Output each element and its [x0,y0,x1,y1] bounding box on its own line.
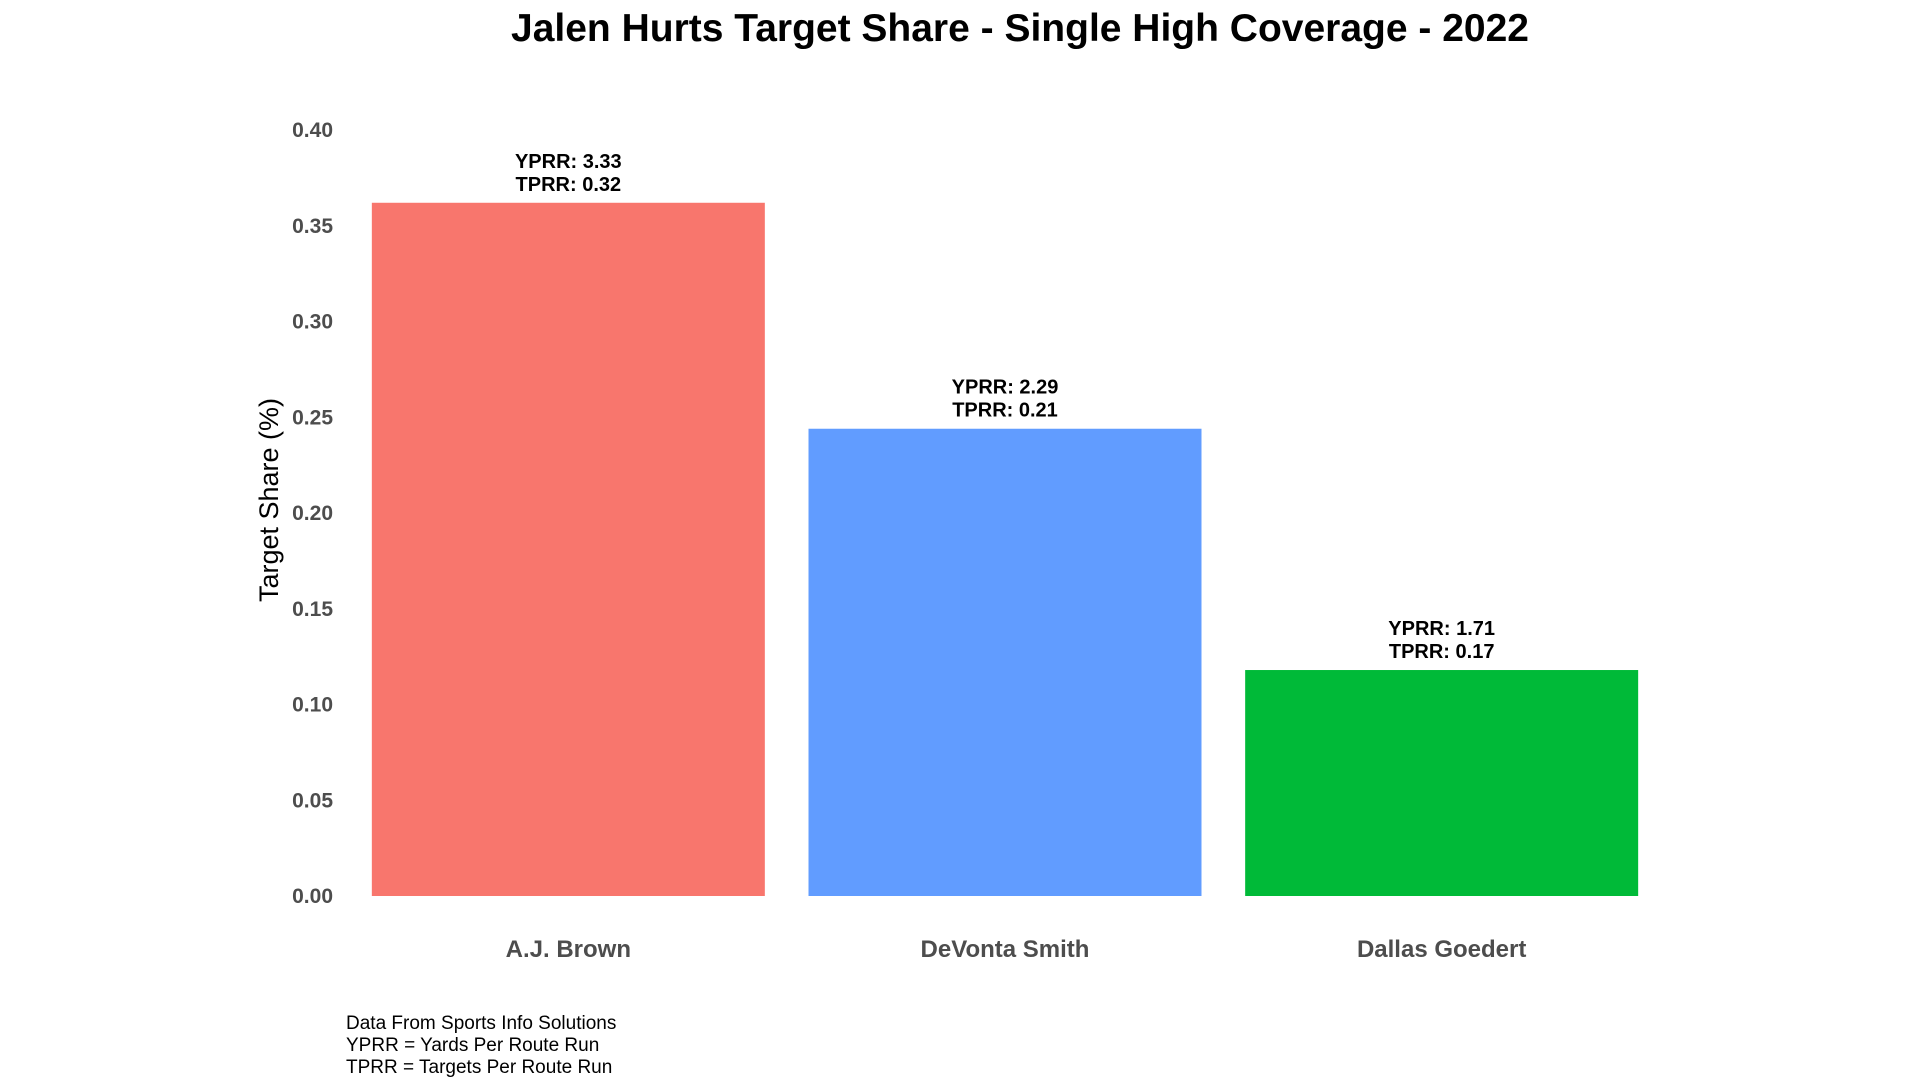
y-axis-ticks: 0.00 0.05 0.10 0.15 0.20 0.25 0.30 0.35 0.40 [292,119,333,908]
bar-dallas-goedert [1245,670,1639,896]
bar-a-j-brown [371,202,765,896]
caption-tprr-definition: TPRR = Targets Per Route Run [346,1057,612,1078]
y-tick-label: 0.35 [292,215,333,238]
y-tick-label: 0.10 [292,694,333,717]
x-tick-label: Dallas Goedert [1357,936,1526,963]
y-tick-label: 0.20 [292,502,333,525]
x-tick-label: DeVonta Smith [921,936,1090,963]
y-tick-label: 0.05 [292,789,333,812]
x-axis-ticks: A.J. Brown DeVonta Smith Dallas Goedert [506,936,1527,963]
y-axis-title: Target Share (%) [254,398,284,602]
y-tick-label: 0.15 [292,598,333,621]
caption-source: Data From Sports Info Solutions [346,1013,616,1034]
y-tick-label: 0.00 [292,885,333,908]
caption: Data From Sports Info Solutions YPRR = Y… [346,1013,616,1078]
bar-annotation-yprr: YPRR: 3.33 [515,151,622,173]
x-tick-label: A.J. Brown [506,936,631,963]
bar-annotation-yprr: YPRR: 2.29 [952,377,1059,399]
chart-title: Jalen Hurts Target Share - Single High C… [511,7,1529,50]
bar-annotation-tprr: TPRR: 0.17 [1389,641,1495,663]
y-tick-label: 0.25 [292,406,333,429]
bar-annotation-yprr: YPRR: 1.71 [1388,618,1495,640]
bar-annotation-tprr: TPRR: 0.21 [952,400,1058,422]
bar-devonta-smith [808,428,1202,896]
bars-group [371,202,1639,896]
caption-yprr-definition: YPRR = Yards Per Route Run [346,1035,599,1056]
y-tick-label: 0.40 [292,119,333,142]
y-tick-label: 0.30 [292,311,333,334]
bar-annotation-tprr: TPRR: 0.32 [516,174,622,196]
